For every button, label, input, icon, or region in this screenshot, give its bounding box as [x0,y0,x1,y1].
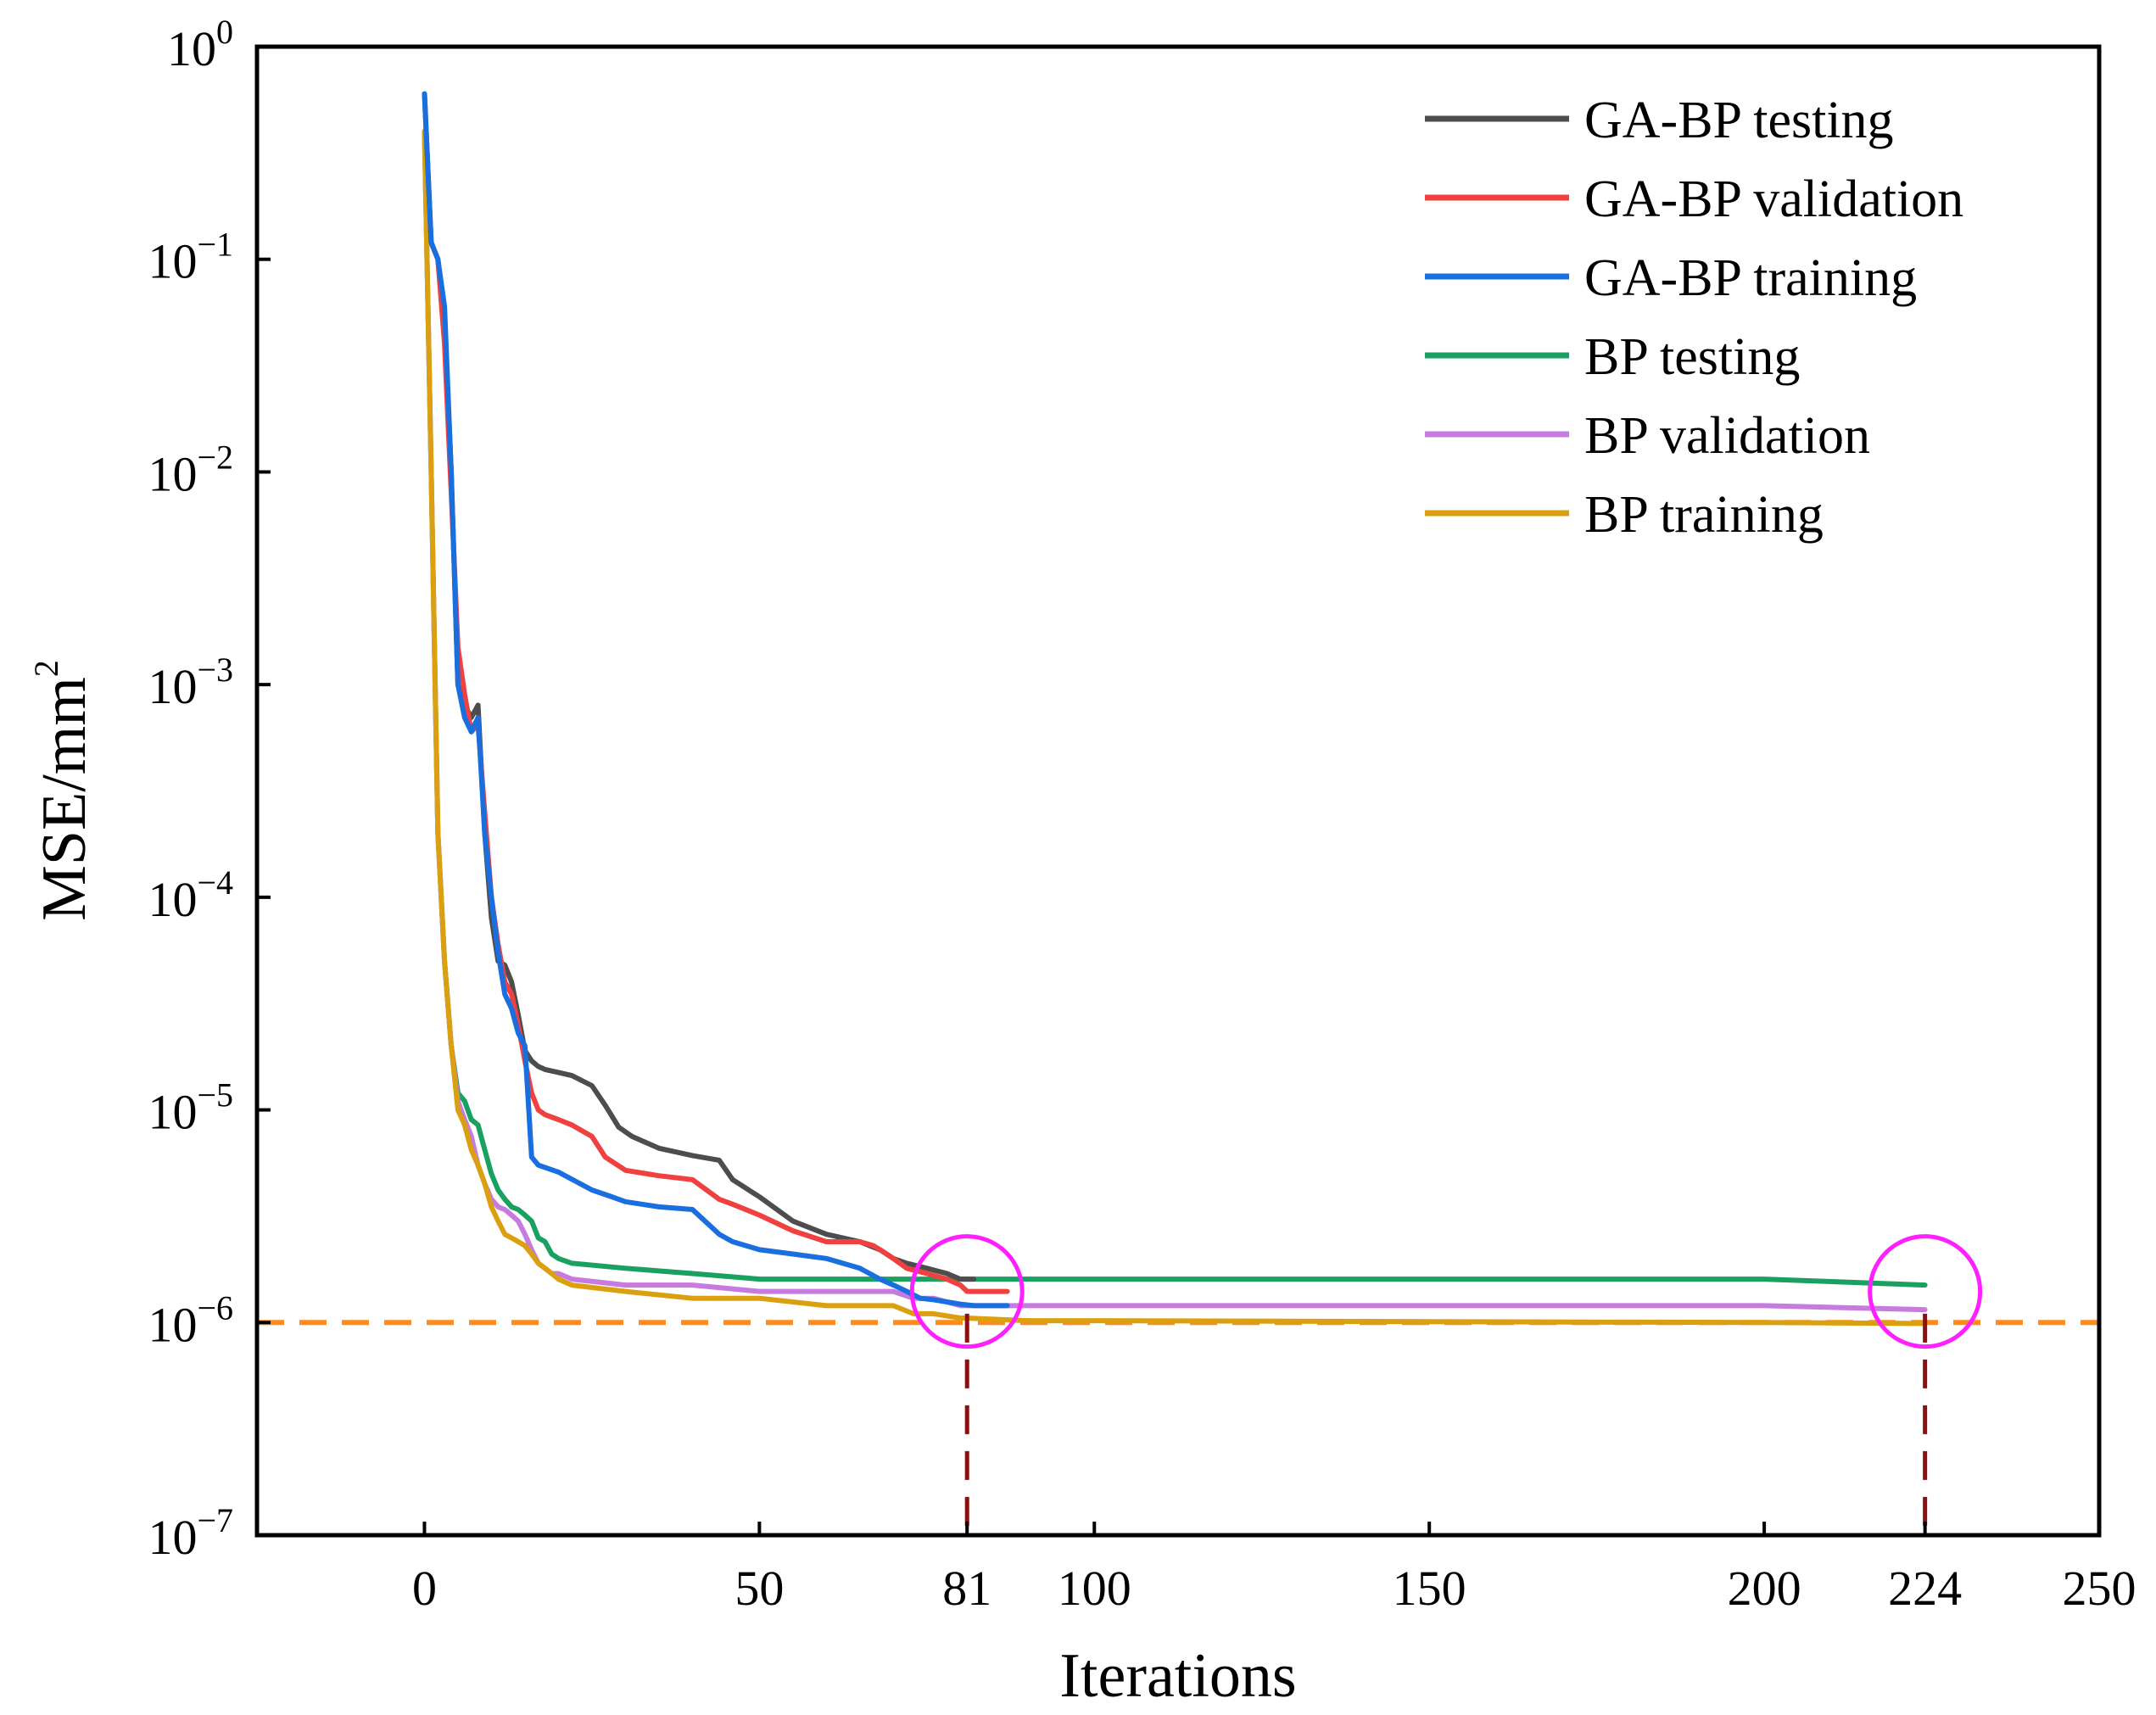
series-line-bp-training [422,128,1928,1327]
x-tick-label-200: 200 [1728,1561,1801,1616]
y-tick-label-1e-7: 10−7 [148,1501,233,1565]
legend: GA-BP testing GA-BP validation GA-BP train… [1425,92,1963,544]
legend-label-ga-bp-validation: GA-BP validation [1584,170,1963,228]
y-tick-label-1e0: 100 [167,13,233,76]
y-tick-label-1e-5: 10−5 [148,1076,233,1140]
y-axis-title-sup: 2 [27,660,65,677]
x-tick-label-100: 100 [1058,1561,1131,1616]
y-tick-label-1e-3: 10−3 [148,651,233,714]
y-tick-label-1e-6: 10−6 [148,1288,233,1352]
y-tick-label-1e-1: 10−1 [148,226,233,289]
legend-label-bp-validation: BP validation [1584,407,1870,465]
x-tick-label-224: 224 [1888,1561,1962,1616]
x-tick-label-250: 250 [2063,1561,2136,1616]
y-tick-label-1e-2: 10−2 [148,438,233,501]
x-tick-label-50: 50 [734,1561,784,1616]
y-tick-label-1e-4: 10−4 [148,863,233,927]
x-axis-title: Iterations [1059,1641,1296,1711]
legend-label-bp-testing: BP testing [1584,328,1800,386]
legend-label-ga-bp-training: GA-BP training [1584,249,1917,307]
y-axis-title-text: MSE/mm [30,677,99,921]
legend-label-ga-bp-testing: GA-BP testing [1584,92,1894,149]
highlight-circle-81 [909,1234,1025,1349]
x-tick-label-0: 0 [412,1561,437,1616]
plot-frame [254,44,2102,1538]
x-axis: 0 50 81 100 150 200 224 250 [412,1522,2136,1616]
series-layer [422,91,1928,1327]
overlay-layer [909,1234,1983,1535]
y-axis: 100 10−1 10−2 10−3 10−4 10−5 10−6 10−7 [148,13,271,1565]
highlight-circle-224 [1868,1234,1983,1349]
legend-label-bp-training: BP training [1584,486,1824,544]
x-tick-label-81: 81 [942,1561,991,1616]
y-axis-title: MSE/mm2 [27,660,99,921]
x-tick-label-150: 150 [1393,1561,1466,1616]
